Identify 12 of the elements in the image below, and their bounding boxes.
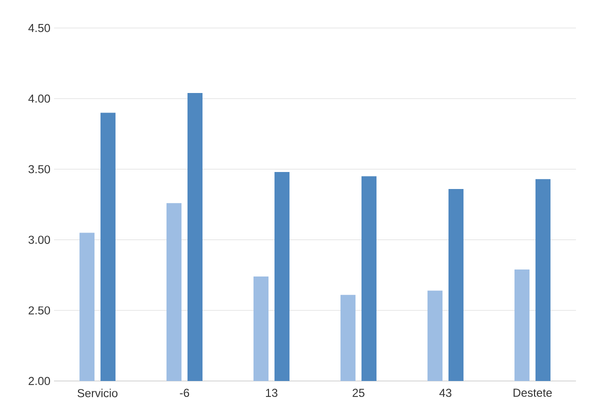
x-tick-label: 43 [439,388,452,397]
y-tick-label: 4.00 [28,94,50,103]
y-tick-label: 3.00 [28,236,50,244]
y-tick-label: 2.00 [28,376,50,386]
x-tick-label: Servicio [78,388,118,398]
x-tick-label: 25 [352,388,364,397]
x-tick-label: -6 [180,388,190,397]
y-tick-label: 3.50 [28,165,50,174]
x-tick-label: Destete [514,388,552,397]
x-tick-label: 13 [266,388,278,397]
y-tick-label: 4.50 [28,24,50,32]
y-tick-label: 2.50 [28,306,50,314]
